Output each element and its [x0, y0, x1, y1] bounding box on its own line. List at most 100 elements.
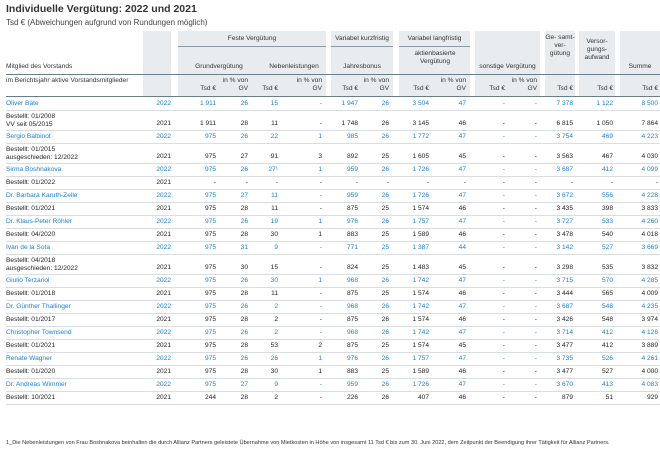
cell-base: 975: [204, 264, 216, 271]
cell-sum: 4 235: [641, 303, 658, 310]
member-tenure: Bestellt: 04/2018 ausgeschieden: 12/2022: [6, 257, 78, 272]
table-row: Christopher Townsend 2022 975 26 2 - 968 26 1 74…: [6, 327, 660, 340]
cell-year: 2022: [156, 100, 171, 107]
cell-other: -: [502, 205, 505, 212]
cell-pension: 469: [601, 133, 613, 140]
cell-base: 975: [204, 368, 216, 375]
header-bg-total: [545, 31, 575, 97]
member-name[interactable]: Renate Wagner: [6, 355, 52, 362]
cell-year: 2022: [156, 244, 171, 251]
table-row: Dr. Klaus-Peter Röhler 2022 975 26 19 1 976 26 1…: [6, 216, 660, 229]
cell-lti-pct: 45: [458, 264, 466, 271]
table-row: Bestellt: 01/2021 2021 975 28 11 - 875 25 1 574 4…: [6, 203, 660, 216]
cell-fringe-pct: -: [319, 329, 322, 336]
cell-bonus: 959: [346, 192, 358, 199]
cell-other-pct: -: [534, 133, 537, 140]
cell-other-pct: -: [534, 381, 537, 388]
cell-fringe: 91: [270, 153, 278, 160]
cell-lti-pct: 47: [458, 277, 466, 284]
cell-fringe: 11: [271, 205, 278, 212]
cell-year: 2022: [156, 329, 171, 336]
cell-bonus-pct: 26: [381, 277, 389, 284]
cell-base: 975: [204, 192, 216, 199]
member-name[interactable]: Dr. Günther Thallinger: [6, 303, 71, 310]
member-name[interactable]: Sergio Balbinot: [6, 133, 51, 140]
header-in-office: im Berichtsjahr aktive Vorstandsmitglied…: [6, 77, 129, 84]
member-tenure: Bestellt: 04/2020: [6, 231, 56, 238]
cell-fringe: 30: [270, 368, 278, 375]
cell-bonus: 883: [346, 368, 358, 375]
cell-base-pct: 28: [240, 342, 248, 349]
cell-sum: 7 864: [641, 120, 658, 127]
cell-bonus-pct: 26: [381, 192, 389, 199]
cell-base: 975: [204, 355, 216, 362]
cell-lti: 1 574: [412, 205, 429, 212]
table-row: Dr. Andreas Wimmer 2022 975 27 9 - 959 26 1 726 4…: [6, 379, 660, 392]
cell-base: 975: [204, 342, 216, 349]
cell-lti-pct: 46: [458, 120, 466, 127]
cell-bonus-pct: 26: [381, 166, 389, 173]
cell-bonus: 1 748: [341, 120, 358, 127]
cell-sum: -: [655, 179, 658, 186]
member-name[interactable]: Christopher Townsend: [6, 329, 72, 336]
cell-pension: 467: [601, 153, 613, 160]
cell-year: 2021: [156, 120, 171, 127]
cell-other: -: [502, 316, 505, 323]
member-tenure: Bestellt: 01/2008 VV seit 05/2015: [6, 113, 56, 128]
cell-fringe: 11: [271, 290, 278, 297]
footnote: 1_Die Nebenleistungen von Frau Boshnakov…: [6, 440, 610, 446]
member-name[interactable]: Dr. Klaus-Peter Röhler: [6, 218, 72, 225]
cell-other: -: [502, 290, 505, 297]
table-row: Bestellt: 01/2018 2021 975 28 11 - 875 25 1 574 4…: [6, 288, 660, 301]
cell-base-pct: 30: [240, 264, 248, 271]
table-row: Sirma Boshnakova 2022 975 26 27¹ 1 959 26 1 726 4…: [6, 164, 660, 177]
table-row: Bestellt: 01/2020 2021 975 28 30 1 883 25 1 589 4…: [6, 366, 660, 379]
table-row: Bestellt: 01/2017 2021 975 28 2 - 875 26 1 574 46…: [6, 314, 660, 327]
cell-lti-pct: 47: [458, 329, 466, 336]
cell-lti-pct: -: [463, 179, 466, 186]
cell-lti-pct: 46: [458, 368, 466, 375]
cell-fringe-pct: 3: [318, 153, 322, 160]
cell-other: -: [502, 264, 505, 271]
cell-bonus-pct: 26: [381, 218, 389, 225]
cell-bonus-pct: 26: [381, 381, 389, 388]
cell-fringe: 27¹: [268, 166, 278, 173]
table-row: Giulio Terzariol 2022 975 26 30 1 968 26 1 742 47…: [6, 275, 660, 288]
cell-year: 2021: [156, 316, 171, 323]
member-tenure: Bestellt: 01/2018: [6, 290, 56, 297]
cell-bonus-pct: 26: [381, 355, 389, 362]
member-name[interactable]: Giulio Terzariol: [6, 277, 50, 284]
cell-base: 975: [204, 303, 216, 310]
cell-fringe: 15: [270, 264, 278, 271]
cell-sum: 4 099: [641, 166, 658, 173]
member-name[interactable]: Ivan de la Sota: [6, 244, 50, 251]
member-name[interactable]: Sirma Boshnakova: [6, 166, 62, 173]
member-name[interactable]: Dr. Andreas Wimmer: [6, 381, 67, 388]
cell-pension: 527: [601, 368, 613, 375]
cell-other: -: [502, 179, 505, 186]
cell-base-pct: 26: [240, 277, 248, 284]
cell-other: -: [502, 231, 505, 238]
cell-lti-pct: 47: [458, 166, 466, 173]
cell-total: 3 477: [556, 368, 573, 375]
cell-fringe-pct: 1: [318, 218, 322, 225]
table-row: Renate Wagner 2022 975 26 26 1 976 26 1 757 47 - - 3…: [6, 353, 660, 366]
cell-total: 3 754: [556, 133, 573, 140]
unit-tsd: Tsd €: [413, 85, 429, 92]
cell-other: -: [502, 342, 505, 349]
member-name[interactable]: Dr. Barbara Karuth-Zelle: [6, 192, 78, 199]
cell-other-pct: -: [534, 264, 537, 271]
member-name[interactable]: Oliver Bäte: [6, 100, 39, 107]
member-tenure: Bestellt: 01/2022: [6, 179, 56, 186]
header-other: sonstige Vergütung: [479, 63, 536, 70]
cell-lti: 3 145: [412, 120, 429, 127]
cell-sum: 4 228: [641, 192, 658, 199]
cell-year: 2021: [156, 153, 171, 160]
header-divider: [178, 46, 326, 47]
cell-lti-pct: 47: [458, 355, 466, 362]
cell-bonus-pct: 26: [381, 133, 389, 140]
unit-tsd: Tsd €: [262, 85, 278, 92]
cell-lti-pct: 45: [458, 153, 466, 160]
cell-sum: 4 126: [641, 329, 658, 336]
cell-base: 975: [204, 244, 216, 251]
